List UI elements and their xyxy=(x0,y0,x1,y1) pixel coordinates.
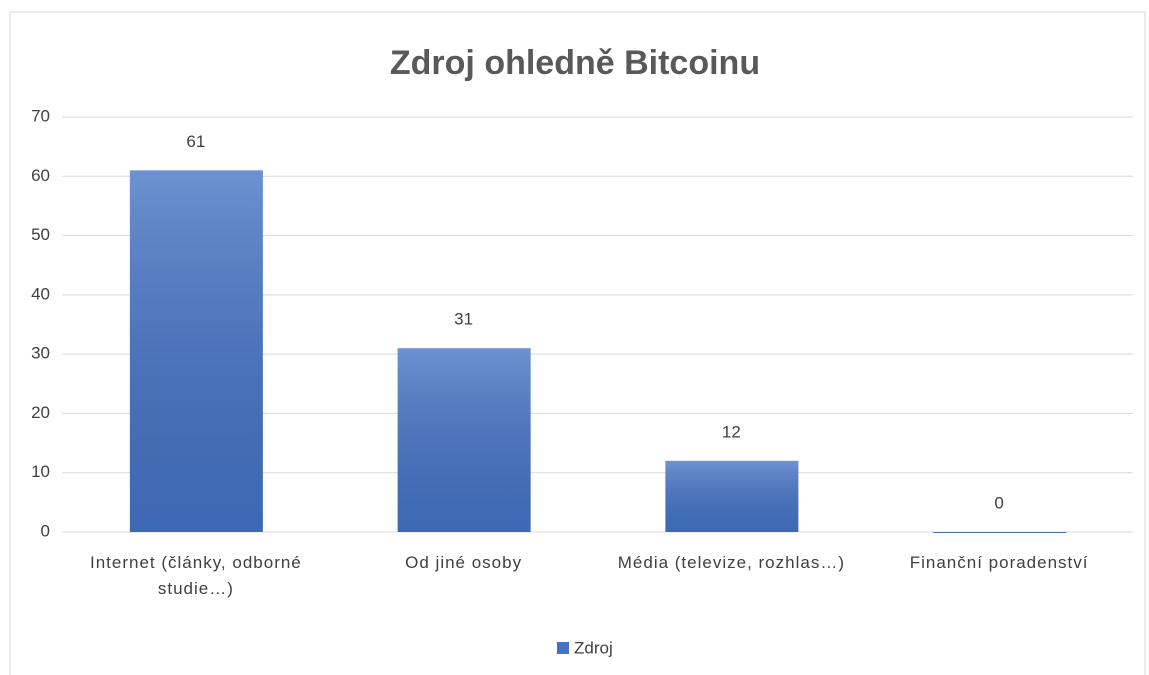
x-tick-label: Média (televize, rozhlas…) xyxy=(617,553,845,572)
x-tick-label: Internet (články, odborné studie…) xyxy=(89,553,302,598)
data-label: 12 xyxy=(722,422,741,441)
bar-shade xyxy=(397,348,531,532)
x-tick-label: Od jiné osoby xyxy=(405,553,523,572)
y-tick-label: 70 xyxy=(31,106,50,125)
bar-shade xyxy=(933,532,1067,533)
bar-shade xyxy=(665,460,799,532)
data-label: 31 xyxy=(454,310,473,329)
data-label: 0 xyxy=(994,493,1003,512)
y-tick-label: 60 xyxy=(31,166,50,185)
y-tick-label: 40 xyxy=(31,284,50,303)
legend-label: Zdroj xyxy=(574,638,613,657)
y-tick-label: 10 xyxy=(31,462,50,481)
x-tick-label: Finanční poradenství xyxy=(909,553,1089,572)
data-label: 61 xyxy=(186,132,205,151)
y-tick-label: 50 xyxy=(31,225,50,244)
y-tick-label: 30 xyxy=(31,344,50,363)
y-tick-label: 20 xyxy=(31,403,50,422)
legend-swatch xyxy=(557,642,569,654)
chart-title: Zdroj ohledně Bitcoinu xyxy=(390,44,760,82)
y-tick-label: 0 xyxy=(41,521,50,540)
bar-shade xyxy=(129,170,263,532)
